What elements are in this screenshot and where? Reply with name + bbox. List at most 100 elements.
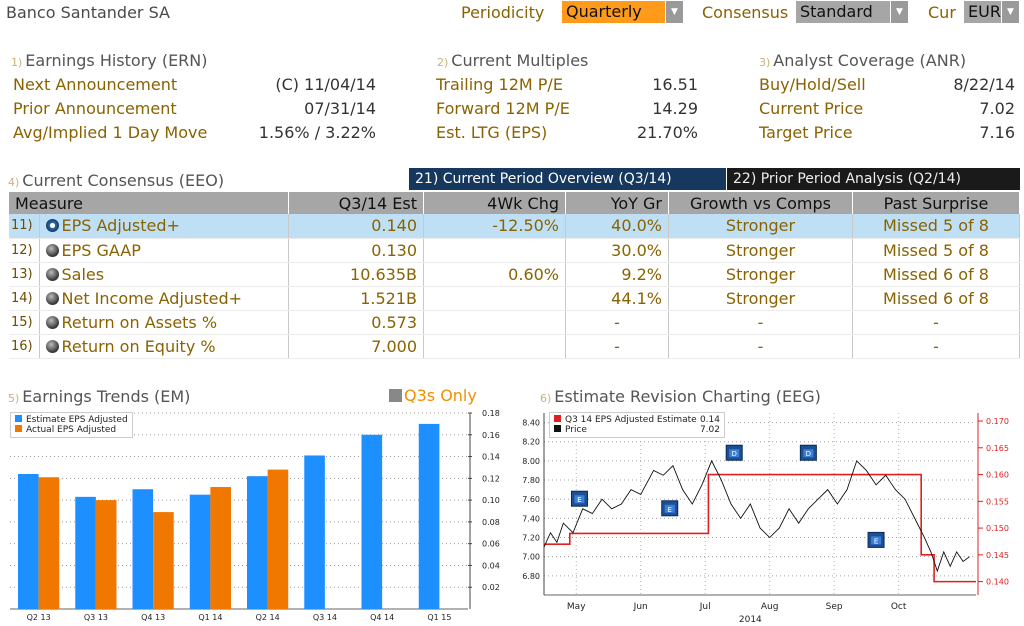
col-growth-vs-comps[interactable]: Growth vs Comps [668,192,853,214]
col-past-surprise[interactable]: Past Surprise [852,192,1020,214]
row-past-surprise: - [852,334,1020,359]
company-name: Banco Santander SA [6,3,170,22]
col-yoy-growth[interactable]: YoY Gr [565,192,669,214]
x-tick-label: Q4 13 [141,613,165,622]
consensus-select[interactable]: Standard [796,1,890,23]
legend-entry-eps-estimate: Q3 14 EPS Adjusted Estimate 0.14 [554,415,720,425]
current-multiples-title[interactable]: 2) Current Multiples [437,51,589,70]
bar-actual [267,469,289,609]
radio-icon[interactable] [45,291,59,305]
col-measure[interactable]: Measure [9,192,289,214]
event-marker-label: E [577,496,581,504]
x-tick-label: Q4 14 [370,613,394,622]
event-marker-label: E [668,506,672,514]
periodicity-select[interactable]: Quarterly [562,1,665,23]
bar-estimate [75,496,96,609]
radio-icon[interactable] [45,267,59,281]
y-tick-label: 0.08 [482,518,500,527]
col-estimate[interactable]: Q3/14 Est [288,192,424,214]
row-4wk-change [423,286,566,311]
currency-dropdown-icon[interactable]: ▼ [1002,1,1019,23]
tab-prior-period-analysis[interactable]: 22) Prior Period Analysis (Q2/14) [727,168,1020,190]
row-estimate: 0.140 [288,214,424,239]
periodicity-dropdown-icon[interactable]: ▼ [666,1,683,23]
right-tick-label: 0.170 [986,417,1009,426]
right-tick-label: 0.145 [986,551,1009,560]
radio-icon[interactable] [45,243,59,257]
row-estimate: 7.000 [288,334,424,359]
bar-actual [95,500,117,609]
legend-entry-actual: Actual EPS Adjusted [15,425,128,435]
row-measure[interactable]: Return on Equity % [39,334,289,359]
row-4wk-change: 0.60% [423,262,566,287]
earnings-trends-title[interactable]: 5) Earnings Trends (EM) [8,387,191,406]
row-growth-vs-comps: - [668,334,853,359]
x-tick-label: Q1 15 [427,613,451,622]
tab-current-period-overview[interactable]: 21) Current Period Overview (Q3/14) [409,168,726,190]
legend-swatch-estimate [15,415,22,422]
row-past-surprise: Missed 5 of 8 [852,238,1020,263]
x-tick-label: May [567,602,586,612]
avg-implied-move-value: 1.56% / 3.22% [258,123,376,142]
est-ltg-value: 21.70% [636,123,698,142]
table-row[interactable]: 11) EPS Adjusted+ 0.140 -12.50% 40.0% St… [9,214,1020,239]
estimate-revision-title[interactable]: 6) Estimate Revision Charting (EEG) [540,387,821,406]
table-row[interactable]: 12) EPS GAAP 0.130 30.0% Stronger Missed… [9,238,1020,263]
col-4wk-change[interactable]: 4Wk Chg [423,192,566,214]
radio-icon[interactable] [45,315,59,329]
trailing-pe-label: Trailing 12M P/E [436,75,563,94]
buy-hold-sell-value: 8/22/14 [953,75,1015,94]
periodicity-label: Periodicity [461,3,545,22]
left-tick-label: 8.40 [522,419,540,428]
y-tick-label: 0.02 [482,583,500,592]
next-announcement-value: (C) 11/04/14 [275,75,376,94]
x-tick-label: Q2 13 [27,613,51,622]
x-tick-label: Aug [761,602,779,612]
row-growth-vs-comps: - [668,310,853,335]
event-marker-label: D [806,450,811,458]
row-estimate: 0.573 [288,310,424,335]
earnings-history-title[interactable]: 1) Earnings History (ERN) [11,51,208,70]
currency-select[interactable]: EUR [964,1,1001,23]
selected-radio-icon[interactable] [45,219,59,233]
table-row[interactable]: 15) Return on Assets % 0.573 - - - [9,310,1020,335]
event-marker-inner [729,449,740,458]
analyst-coverage-title[interactable]: 3) Analyst Coverage (ANR) [759,51,967,70]
row-past-surprise: Missed 6 of 8 [852,262,1020,287]
bar-actual [153,512,174,609]
x-tick-label: Oct [891,602,907,612]
table-row[interactable]: 16) Return on Equity % 7.000 - - - [9,334,1020,359]
row-measure[interactable]: EPS GAAP [39,238,289,263]
current-consensus-title[interactable]: 4) Current Consensus (EEO) [8,171,225,190]
table-row[interactable]: 13) Sales 10.635B 0.60% 9.2% Stronger Mi… [9,262,1020,287]
bar-estimate [361,434,383,609]
earnings-trends-legend: Estimate EPS Adjusted Actual EPS Adjuste… [10,412,133,438]
consensus-table: Measure Q3/14 Est 4Wk Chg YoY Gr Growth … [9,192,1020,359]
row-measure[interactable]: Net Income Adjusted+ [39,286,289,311]
row-measure[interactable]: Return on Assets % [39,310,289,335]
row-past-surprise: Missed 5 of 8 [852,214,1020,239]
row-4wk-change [423,334,566,359]
y-tick-label: 0.10 [482,496,500,505]
current-price-label: Current Price [759,99,864,118]
est-ltg-label: Est. LTG (EPS) [436,123,548,142]
row-yoy-growth: 9.2% [565,262,669,287]
event-marker-inner [664,504,675,513]
checkbox-icon[interactable] [389,389,402,402]
radio-icon[interactable] [45,339,59,353]
row-measure[interactable]: EPS Adjusted+ [39,214,289,239]
bar-estimate [189,494,211,609]
row-measure[interactable]: Sales [39,262,289,287]
currency-label: Cur [928,3,956,22]
table-row[interactable]: 14) Net Income Adjusted+ 1.521B 44.1% St… [9,286,1020,311]
bar-actual [38,477,60,609]
year-label: 2014 [739,615,762,625]
x-tick-label: Q1 14 [198,613,222,622]
row-yoy-growth: 44.1% [565,286,669,311]
consensus-dropdown-icon[interactable]: ▼ [891,1,908,23]
row-index: 15) [9,310,40,335]
right-tick-label: 0.155 [986,497,1009,506]
x-tick-label: Sep [826,602,843,612]
row-yoy-growth: 40.0% [565,214,669,239]
q3s-only-toggle[interactable]: Q3s Only [389,386,477,405]
